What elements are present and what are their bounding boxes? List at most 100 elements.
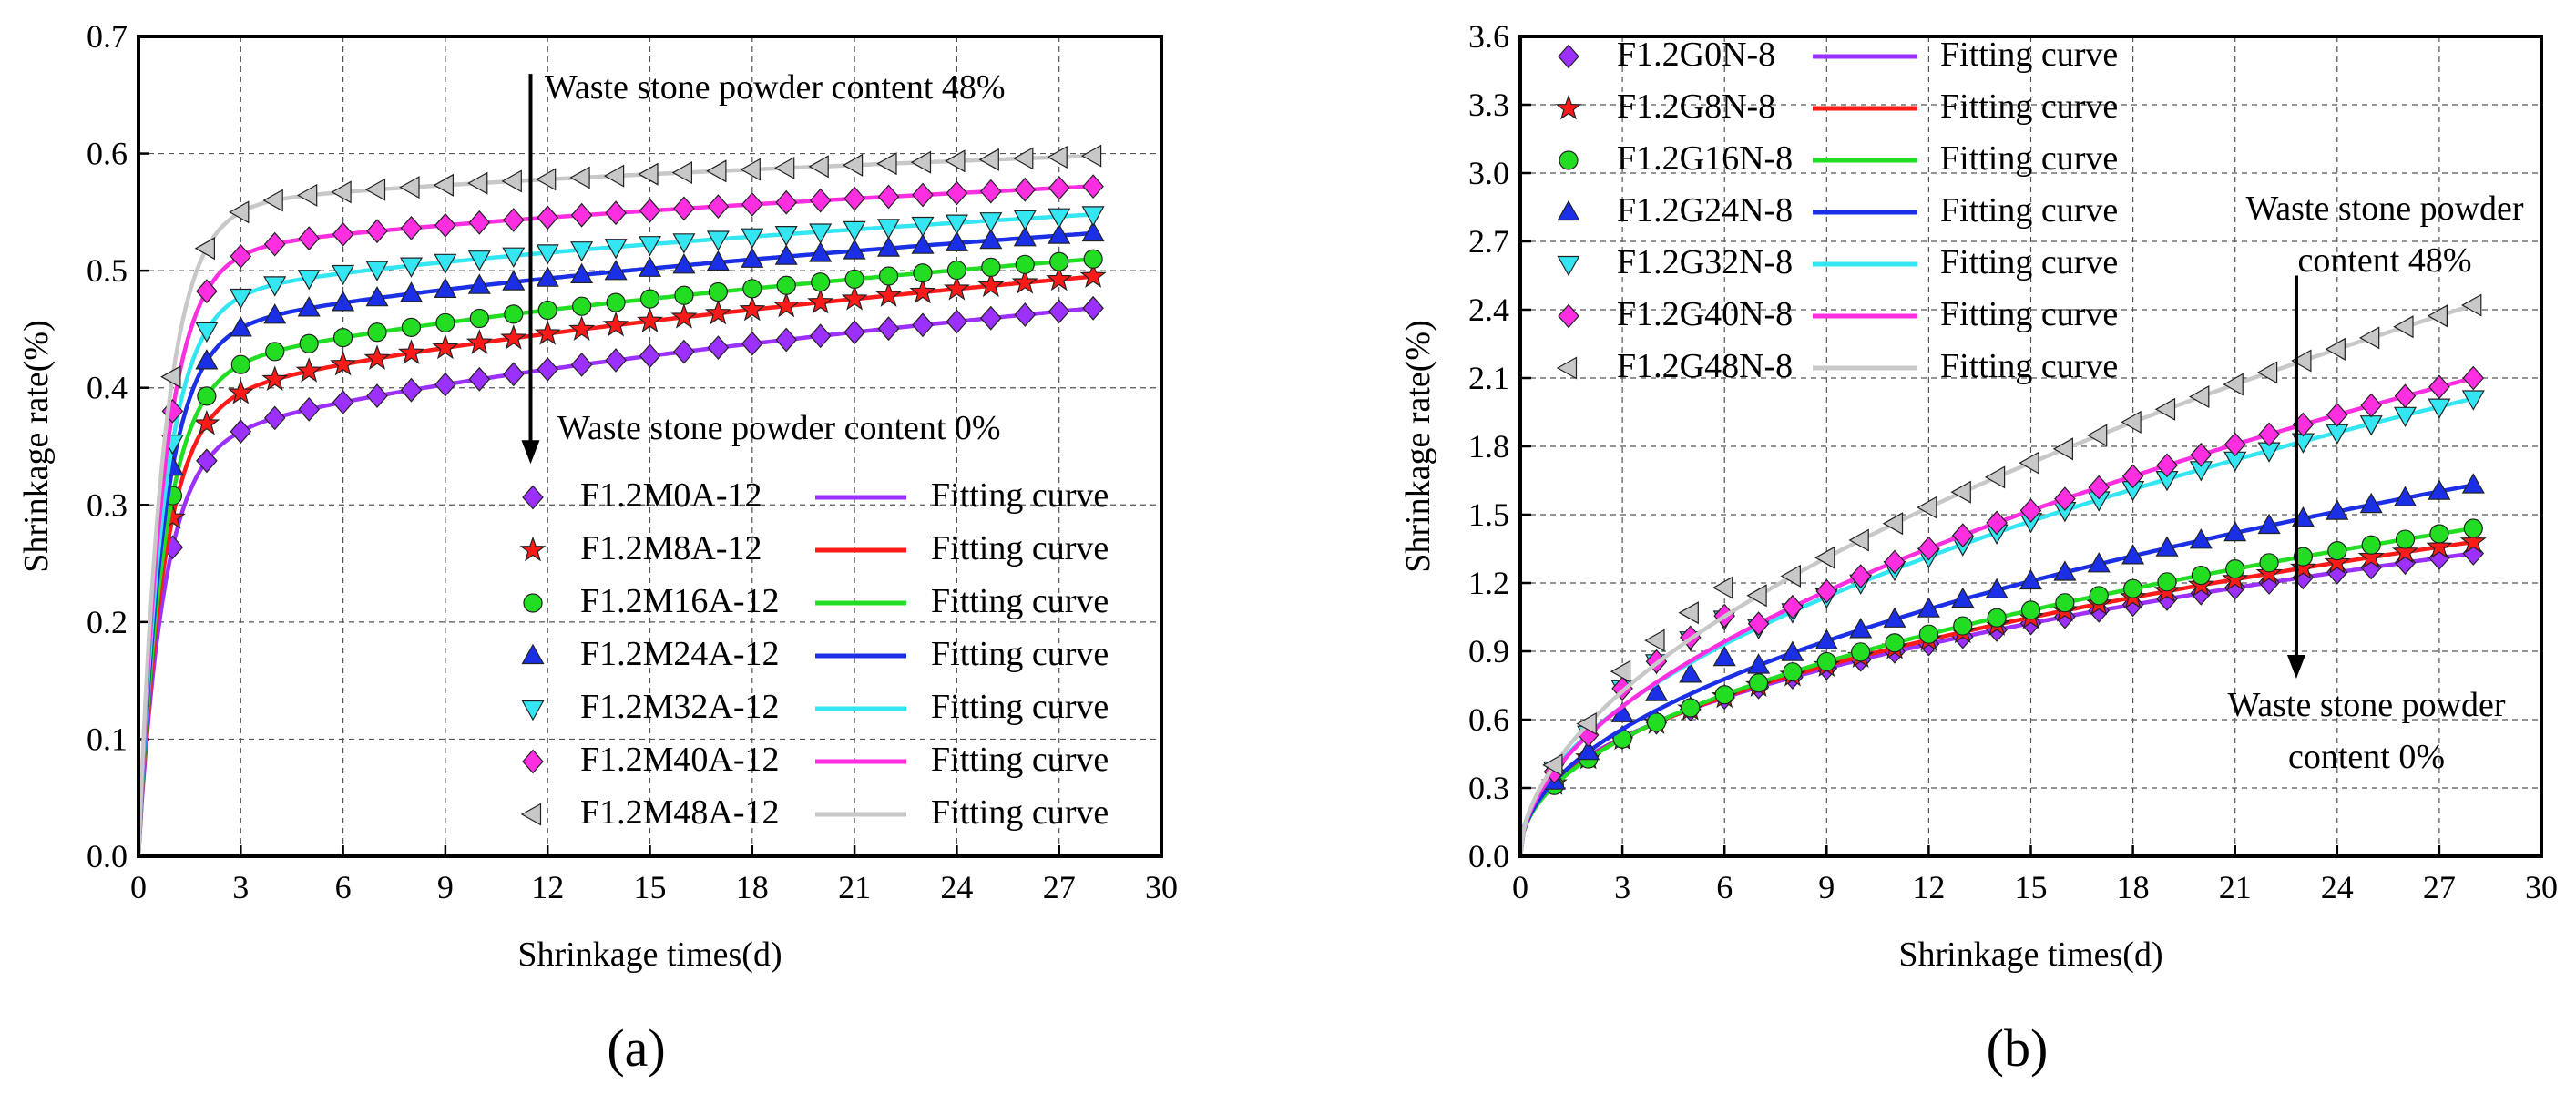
x-tick-label: 3 bbox=[232, 869, 249, 905]
plot-frame bbox=[137, 35, 1163, 858]
data-point-F1.2G16N-8 bbox=[1748, 673, 1769, 693]
y-tick-label: 0.3 bbox=[87, 486, 128, 523]
data-point-F1.2M0A-12 bbox=[605, 348, 627, 373]
data-point-F1.2M0A-12 bbox=[196, 448, 218, 474]
data-point-F1.2M8A-12 bbox=[704, 299, 731, 325]
data-point-F1.2M24A-12 bbox=[706, 250, 730, 271]
x-tick-label: 24 bbox=[2321, 869, 2354, 905]
annotation-bottom: Waste stone powder bbox=[2227, 686, 2505, 724]
data-layer bbox=[1520, 293, 2487, 856]
data-point-F1.2G40N-8 bbox=[2121, 464, 2144, 489]
data-point-F1.2G40N-8 bbox=[2223, 432, 2246, 457]
legend-marker bbox=[520, 803, 542, 826]
data-point-F1.2M32A-12 bbox=[1013, 210, 1037, 231]
data-point-F1.2G40N-8 bbox=[2394, 383, 2417, 409]
data-point-F1.2G24N-8 bbox=[2326, 499, 2349, 520]
data-point-F1.2M0A-12 bbox=[877, 316, 900, 342]
legend-label: F1.2G48N-8 bbox=[1617, 347, 1793, 385]
data-point-F1.2M40A-12 bbox=[1014, 177, 1037, 202]
data-point-F1.2M32A-12 bbox=[467, 250, 491, 271]
data-point-F1.2M40A-12 bbox=[980, 179, 1002, 204]
legend-label: F1.2M8A-12 bbox=[580, 529, 762, 567]
data-point-F1.2M40A-12 bbox=[673, 196, 695, 221]
data-point-F1.2G16N-8 bbox=[1714, 685, 1734, 705]
data-point-F1.2M16A-12 bbox=[674, 285, 694, 305]
data-point-F1.2G24N-8 bbox=[1883, 607, 1906, 628]
data-point-F1.2G48N-8 bbox=[1848, 528, 1869, 552]
data-point-F1.2M40A-12 bbox=[946, 180, 968, 206]
data-point-F1.2G16N-8 bbox=[2361, 535, 2381, 555]
data-point-F1.2M32A-12 bbox=[229, 288, 252, 310]
data-point-F1.2M40A-12 bbox=[809, 188, 832, 213]
data-point-F1.2M0A-12 bbox=[468, 366, 491, 392]
data-point-F1.2M0A-12 bbox=[809, 323, 832, 349]
data-point-F1.2G16N-8 bbox=[1783, 662, 1803, 682]
legend-label: F1.2G32N-8 bbox=[1617, 243, 1793, 281]
legend-marker bbox=[523, 593, 543, 613]
data-point-F1.2G40N-8 bbox=[2360, 393, 2382, 418]
data-point-F1.2G24N-8 bbox=[2053, 560, 2077, 581]
data-point-F1.2M48A-12 bbox=[706, 159, 727, 183]
data-point-F1.2M32A-12 bbox=[1081, 206, 1105, 227]
data-point-F1.2M8A-12 bbox=[841, 285, 868, 311]
data-point-F1.2M16A-12 bbox=[708, 281, 728, 302]
data-point-F1.2M48A-12 bbox=[467, 171, 488, 195]
legend-label: F1.2M48A-12 bbox=[580, 793, 780, 832]
data-point-F1.2G16N-8 bbox=[2055, 593, 2075, 613]
data-point-F1.2M16A-12 bbox=[844, 269, 864, 289]
data-point-F1.2G16N-8 bbox=[2293, 547, 2314, 567]
data-point-F1.2G40N-8 bbox=[2258, 422, 2280, 447]
data-point-F1.2M16A-12 bbox=[367, 322, 387, 343]
data-point-F1.2G40N-8 bbox=[2428, 374, 2450, 400]
data-point-F1.2M48A-12 bbox=[910, 150, 932, 174]
y-tick-label: 3.3 bbox=[1468, 87, 1509, 123]
data-point-F1.2M8A-12 bbox=[1011, 269, 1038, 294]
data-point-F1.2G16N-8 bbox=[2157, 572, 2177, 592]
data-point-F1.2M0A-12 bbox=[741, 331, 763, 356]
data-point-F1.2M8A-12 bbox=[432, 333, 459, 360]
data-point-F1.2M40A-12 bbox=[707, 194, 730, 220]
data-point-F1.2M0A-12 bbox=[673, 339, 695, 364]
data-point-F1.2M24A-12 bbox=[502, 270, 526, 291]
x-tick-label: 0 bbox=[1512, 869, 1528, 905]
legend-fit-label: Fitting curve bbox=[1940, 36, 2118, 74]
data-point-F1.2G48N-8 bbox=[2121, 410, 2142, 434]
data-point-F1.2M40A-12 bbox=[298, 226, 320, 251]
legend-marker bbox=[519, 536, 547, 562]
data-point-F1.2G48N-8 bbox=[2189, 384, 2210, 409]
data-point-F1.2G16N-8 bbox=[1681, 698, 1701, 718]
data-point-F1.2M40A-12 bbox=[468, 210, 491, 235]
data-point-F1.2M48A-12 bbox=[296, 183, 318, 207]
data-point-F1.2M8A-12 bbox=[534, 320, 561, 345]
data-point-F1.2M48A-12 bbox=[399, 176, 420, 199]
legend-marker bbox=[1556, 356, 1578, 380]
data-point-F1.2G24N-8 bbox=[2155, 536, 2179, 557]
data-point-F1.2M24A-12 bbox=[1013, 226, 1037, 247]
data-point-F1.2M0A-12 bbox=[980, 305, 1002, 331]
x-tick-label: 9 bbox=[1818, 869, 1835, 905]
data-point-F1.2M40A-12 bbox=[332, 221, 354, 247]
legend: F1.2M0A-12 Fitting curve F1.2M8A-12 Fitting… bbox=[519, 476, 1109, 832]
data-point-F1.2M0A-12 bbox=[332, 390, 354, 415]
legend-fit-label: Fitting curve bbox=[931, 582, 1109, 620]
data-point-F1.2M48A-12 bbox=[876, 152, 897, 176]
data-point-F1.2G8N-8 bbox=[2392, 537, 2419, 564]
data-point-F1.2M32A-12 bbox=[876, 219, 901, 240]
data-point-F1.2M48A-12 bbox=[194, 237, 215, 261]
data-point-F1.2M48A-12 bbox=[229, 200, 250, 224]
data-point-F1.2M24A-12 bbox=[1081, 220, 1105, 242]
data-point-F1.2M32A-12 bbox=[809, 223, 833, 244]
x-tick-label: 18 bbox=[736, 869, 769, 905]
data-point-F1.2M8A-12 bbox=[295, 357, 322, 383]
data-point-F1.2M32A-12 bbox=[195, 322, 219, 343]
x-tick-label: 27 bbox=[2423, 869, 2456, 905]
data-point-F1.2M48A-12 bbox=[535, 168, 557, 191]
data-point-F1.2M16A-12 bbox=[504, 304, 524, 324]
data-point-F1.2M16A-12 bbox=[401, 317, 422, 337]
data-point-F1.2M32A-12 bbox=[604, 239, 628, 260]
data-point-F1.2M8A-12 bbox=[330, 350, 357, 376]
data-point-F1.2G48N-8 bbox=[1712, 576, 1733, 599]
data-point-F1.2G40N-8 bbox=[1815, 578, 1838, 604]
legend-fit-label: Fitting curve bbox=[1940, 191, 2118, 230]
